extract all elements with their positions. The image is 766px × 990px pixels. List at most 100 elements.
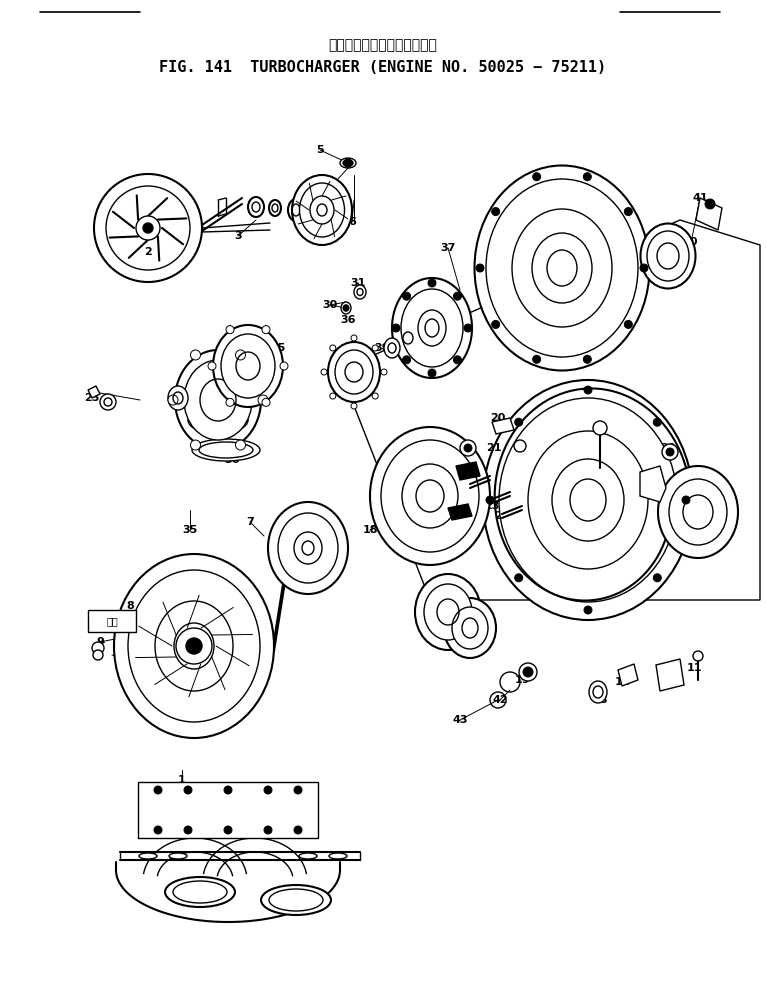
Text: 28: 28	[214, 427, 230, 437]
Polygon shape	[656, 659, 684, 691]
Text: 24: 24	[444, 505, 460, 515]
Polygon shape	[138, 782, 318, 838]
Text: 18: 18	[362, 525, 378, 535]
Circle shape	[476, 264, 484, 272]
Text: 26: 26	[180, 375, 196, 385]
Circle shape	[593, 421, 607, 435]
Text: 33: 33	[582, 437, 597, 447]
Text: 21: 21	[486, 443, 502, 453]
Circle shape	[264, 786, 272, 794]
Text: 3: 3	[234, 231, 242, 241]
Circle shape	[640, 264, 648, 272]
Text: 21: 21	[570, 405, 586, 415]
Circle shape	[464, 324, 472, 332]
Circle shape	[492, 321, 499, 329]
Circle shape	[351, 403, 357, 409]
Circle shape	[186, 638, 202, 654]
Ellipse shape	[647, 231, 689, 281]
Circle shape	[191, 350, 201, 360]
Circle shape	[224, 826, 232, 834]
Circle shape	[460, 440, 476, 456]
Circle shape	[453, 355, 461, 363]
Text: 17: 17	[464, 613, 480, 623]
Circle shape	[351, 335, 357, 341]
Text: 6: 6	[348, 217, 356, 227]
Text: 27: 27	[232, 335, 247, 345]
Text: 29: 29	[342, 373, 358, 383]
Circle shape	[100, 394, 116, 410]
Ellipse shape	[424, 584, 472, 640]
Text: 18: 18	[380, 475, 396, 485]
Circle shape	[532, 172, 541, 181]
Ellipse shape	[184, 360, 252, 440]
Text: 13: 13	[159, 797, 174, 807]
Ellipse shape	[278, 513, 338, 583]
Text: 39: 39	[375, 343, 390, 353]
Text: 15: 15	[293, 533, 308, 543]
Text: 32: 32	[444, 467, 460, 477]
Circle shape	[258, 395, 268, 405]
Circle shape	[653, 574, 661, 582]
Circle shape	[381, 369, 387, 375]
Text: 35: 35	[182, 525, 198, 535]
Ellipse shape	[381, 440, 479, 552]
Circle shape	[532, 355, 541, 363]
Circle shape	[143, 223, 153, 233]
Text: 31: 31	[350, 278, 365, 288]
Text: 10: 10	[663, 675, 678, 685]
Circle shape	[168, 395, 178, 405]
Circle shape	[154, 786, 162, 794]
Ellipse shape	[261, 885, 331, 915]
Ellipse shape	[384, 338, 400, 358]
Polygon shape	[696, 198, 722, 230]
Circle shape	[584, 172, 591, 181]
Text: FIG. 141  TURBOCHARGER (ENGINE NO. 50025 − 75211): FIG. 141 TURBOCHARGER (ENGINE NO. 50025 …	[159, 60, 607, 75]
Text: 25: 25	[270, 343, 286, 353]
Ellipse shape	[299, 853, 317, 859]
Ellipse shape	[175, 350, 261, 450]
Text: 23: 23	[460, 487, 476, 497]
Polygon shape	[88, 386, 100, 398]
Circle shape	[321, 369, 327, 375]
Circle shape	[372, 393, 378, 399]
Ellipse shape	[300, 183, 345, 237]
Ellipse shape	[640, 224, 696, 288]
Ellipse shape	[165, 877, 235, 907]
Circle shape	[224, 786, 232, 794]
Text: 12: 12	[614, 677, 630, 687]
Text: 7: 7	[246, 517, 254, 527]
Text: 38: 38	[514, 205, 529, 215]
Circle shape	[392, 324, 400, 332]
Circle shape	[515, 574, 522, 582]
Circle shape	[343, 305, 349, 311]
Ellipse shape	[168, 386, 188, 410]
Circle shape	[515, 418, 522, 427]
Text: 23: 23	[494, 511, 509, 521]
Polygon shape	[456, 462, 480, 480]
Ellipse shape	[248, 197, 264, 217]
Circle shape	[235, 440, 245, 450]
Circle shape	[93, 650, 103, 660]
Circle shape	[294, 786, 302, 794]
Circle shape	[705, 199, 715, 209]
Ellipse shape	[392, 278, 472, 378]
Ellipse shape	[444, 598, 496, 658]
Circle shape	[262, 398, 270, 406]
Circle shape	[330, 345, 336, 351]
Circle shape	[403, 292, 411, 300]
Polygon shape	[618, 664, 638, 686]
Circle shape	[264, 826, 272, 834]
Ellipse shape	[589, 681, 607, 703]
Ellipse shape	[268, 502, 348, 594]
Ellipse shape	[213, 325, 283, 407]
Circle shape	[191, 440, 201, 450]
Text: 22: 22	[444, 441, 460, 451]
Ellipse shape	[474, 165, 650, 370]
Circle shape	[372, 345, 378, 351]
Ellipse shape	[403, 332, 413, 344]
Text: 30: 30	[322, 300, 338, 310]
Circle shape	[262, 326, 270, 334]
Circle shape	[492, 208, 499, 216]
Circle shape	[154, 826, 162, 834]
Circle shape	[464, 444, 472, 452]
